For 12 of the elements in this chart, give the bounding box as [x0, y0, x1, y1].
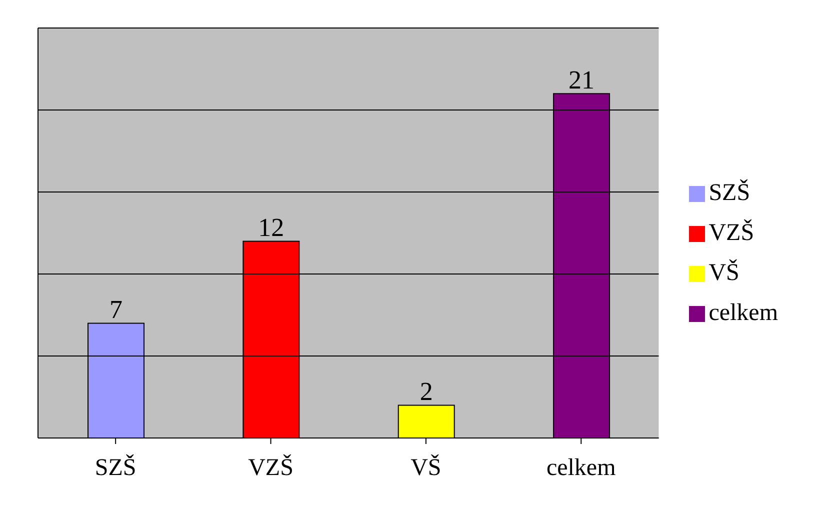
legend-label: SZŠ: [708, 180, 750, 206]
x-tick-label: VZŠ: [248, 454, 294, 482]
data-label: 21: [568, 66, 595, 95]
data-label: 7: [110, 295, 122, 324]
x-tick-label: celkem: [546, 455, 616, 482]
legend-label: VZŠ: [708, 220, 754, 246]
x-tick-label: VŠ: [410, 454, 442, 482]
data-label: 12: [258, 213, 284, 242]
legend-label: celkem: [708, 300, 778, 326]
x-tick-label: SZŠ: [94, 454, 136, 482]
data-label: 2: [420, 377, 433, 406]
legend-label: VŠ: [708, 260, 740, 286]
